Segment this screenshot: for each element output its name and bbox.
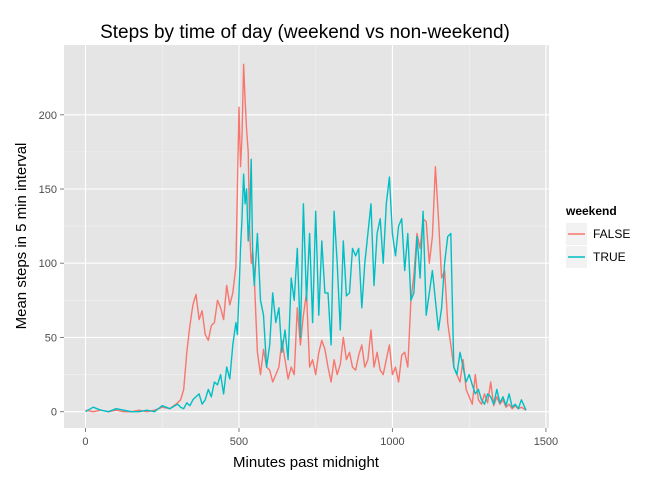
x-tick-label: 1000 [380, 436, 404, 448]
legend-title: weekend [565, 204, 617, 218]
series-line-true [85, 158, 527, 413]
x-axis-title: Minutes past midnight [233, 454, 380, 471]
legend-label: FALSE [593, 227, 630, 241]
y-tick-label: 0 [51, 407, 57, 419]
legend-label: TRUE [593, 250, 626, 264]
x-tick-label: 500 [230, 436, 248, 448]
x-axis: 0 500 1000 1500 [82, 428, 558, 448]
y-tick-label: 200 [39, 110, 57, 122]
legend-items: FALSE TRUE [566, 223, 630, 268]
y-tick-label: 100 [39, 258, 57, 270]
x-tick-label: 1500 [534, 436, 558, 448]
plot-panel [64, 45, 549, 428]
series-layer [85, 63, 527, 413]
x-tick-label: 0 [82, 436, 88, 448]
y-tick-label: 150 [39, 184, 57, 196]
y-axis: 0 50 100 150 200 [39, 110, 64, 419]
legend: weekend FALSE TRUE [565, 204, 630, 268]
chart-title: Steps by time of day (weekend vs non-wee… [100, 22, 510, 43]
y-axis-title: Mean steps in 5 min interval [13, 143, 30, 330]
series-line-false [85, 63, 527, 413]
y-tick-label: 50 [45, 332, 57, 344]
